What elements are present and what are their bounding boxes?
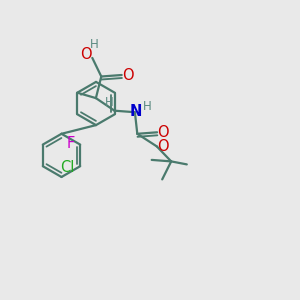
Text: F: F [67,136,75,151]
Text: O: O [157,140,169,154]
Text: O: O [157,125,169,140]
Text: H: H [105,96,113,109]
Text: H: H [89,38,98,51]
Text: O: O [80,47,92,62]
Text: N: N [130,104,142,119]
Text: O: O [122,68,134,82]
Text: Cl: Cl [60,160,75,175]
Text: H: H [142,100,151,113]
